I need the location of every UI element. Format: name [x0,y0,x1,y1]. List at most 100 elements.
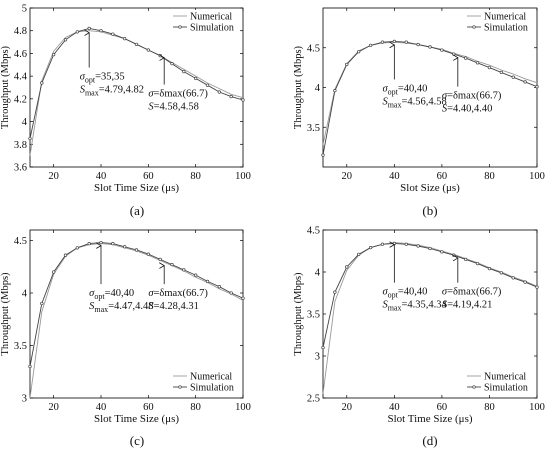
legend-marker [472,25,476,29]
data-point-simulation [368,245,373,250]
data-point-simulation [523,280,527,284]
legend-label: Simulation [190,23,234,34]
y-axis-label: Throughput (Mbps) [293,272,304,356]
annotation-text: σ=δmax(66.7) [148,89,208,100]
data-point-simulation [452,52,456,56]
x-axis-label: Slot Time Size (μs) [94,413,179,425]
annotation-text: σ=δmax(66.7) [442,287,502,298]
data-point-simulation [475,61,480,65]
x-tick-label: 80 [190,402,201,413]
plot-frame [29,229,244,399]
y-tick-label: 4.4 [14,72,28,83]
data-point-simulation [452,253,456,257]
y-tick-label: 4.6 [14,49,27,60]
annotation-text: S=4.28,4.31 [148,301,199,312]
data-point-simulation [511,75,515,79]
data-point-simulation [194,76,198,81]
series-line-simulation [322,242,538,348]
x-tick-label: 60 [437,402,448,413]
data-point-simulation [321,153,325,157]
legend-label: Numerical [484,12,526,23]
y-tick-label: 4.5 [307,226,320,237]
data-point-simulation [404,242,408,246]
y-tick-label: 3.8 [14,140,27,151]
data-point-simulation [416,244,420,248]
panel-caption: (a) [130,203,144,218]
y-tick-label: 3.5 [307,310,320,321]
annotation-text: σopt=40,40 [382,83,427,96]
x-tick-label: 60 [143,171,154,182]
data-point-simulation [345,265,349,269]
data-point-simulation [146,252,150,256]
annotation-text: σopt=35,35 [80,72,125,85]
x-tick-label: 40 [96,402,107,413]
data-point-simulation [333,290,337,294]
chart-panel: 20 40 60 80 100 3.6 3.8 4 4.2 4.4 4.6 4.8 5 Slot Time… [0,4,251,195]
series-line-numerical [322,41,538,145]
data-point-simulation [475,261,480,266]
data-point-simulation [428,246,432,251]
data-point-simulation [241,296,245,300]
data-point-simulation [28,364,32,369]
annotation-text: σopt=40,40 [89,288,134,301]
annotation-text: S=4.40,4.40 [442,104,493,115]
y-axis-label: Throughput (Mbps) [0,45,11,129]
data-point-simulation [487,266,492,271]
data-point-simulation [123,37,127,41]
data-point-simulation [99,29,103,33]
data-point-simulation [170,263,174,267]
data-point-simulation [158,257,162,262]
data-point-simulation [75,30,79,34]
y-tick-label: 3.5 [14,341,27,352]
data-point-simulation [123,245,127,249]
x-tick-label: 60 [143,402,154,413]
data-point-simulation [440,48,444,52]
data-point-simulation [428,45,432,49]
y-tick-label: 4 [22,289,28,300]
legend-marker [472,385,476,389]
data-point-simulation [217,285,221,289]
annotation: σ=δmax(66.7) S=4.28,4.31 [148,266,208,312]
data-point-simulation [40,301,44,306]
annotation-text: Smax=4.35,4.34 [382,300,447,313]
data-point-simulation [182,268,186,272]
chart-panel: 20 40 60 80 100 2.5 3 3.5 4 4.5 Slot Time Size (μs… [293,226,545,426]
data-point-simulation [499,70,503,75]
y-tick-label: 5 [22,4,27,15]
data-point-simulation [205,279,210,284]
x-tick-label: 80 [484,402,495,413]
annotation: σ=δmax(66.7) S=4.19,4.21 [442,258,502,311]
annotation-text: Smax=4.56,4.58 [382,96,446,109]
annotation-text: Smax=4.47,4.48 [89,301,153,314]
data-point-simulation [380,242,385,246]
y-tick-label: 2.5 [307,394,320,405]
data-point-simulation [75,246,79,250]
annotation-text: S=4.58,4.58 [148,102,199,113]
annotation-text: σ=δmax(66.7) [442,91,502,102]
panel-caption: (d) [422,433,437,448]
data-point-simulation [87,26,91,31]
x-axis-label: Slot Size (μs) [400,182,460,194]
data-point-simulation [146,48,150,52]
legend-box [169,370,237,394]
data-point-simulation [487,65,492,70]
data-point-simulation [333,89,337,93]
data-point-simulation [535,85,539,89]
panel-caption: (c) [130,433,144,448]
data-point-simulation [416,42,420,47]
data-point-simulation [523,80,527,84]
data-point-simulation [357,50,361,54]
data-point-simulation [464,56,468,60]
data-point-simulation [99,240,103,245]
x-tick-label: 60 [437,171,448,182]
y-tick-label: 4.8 [14,26,27,37]
data-point-simulation [380,40,385,44]
x-tick-label: 80 [190,171,201,182]
